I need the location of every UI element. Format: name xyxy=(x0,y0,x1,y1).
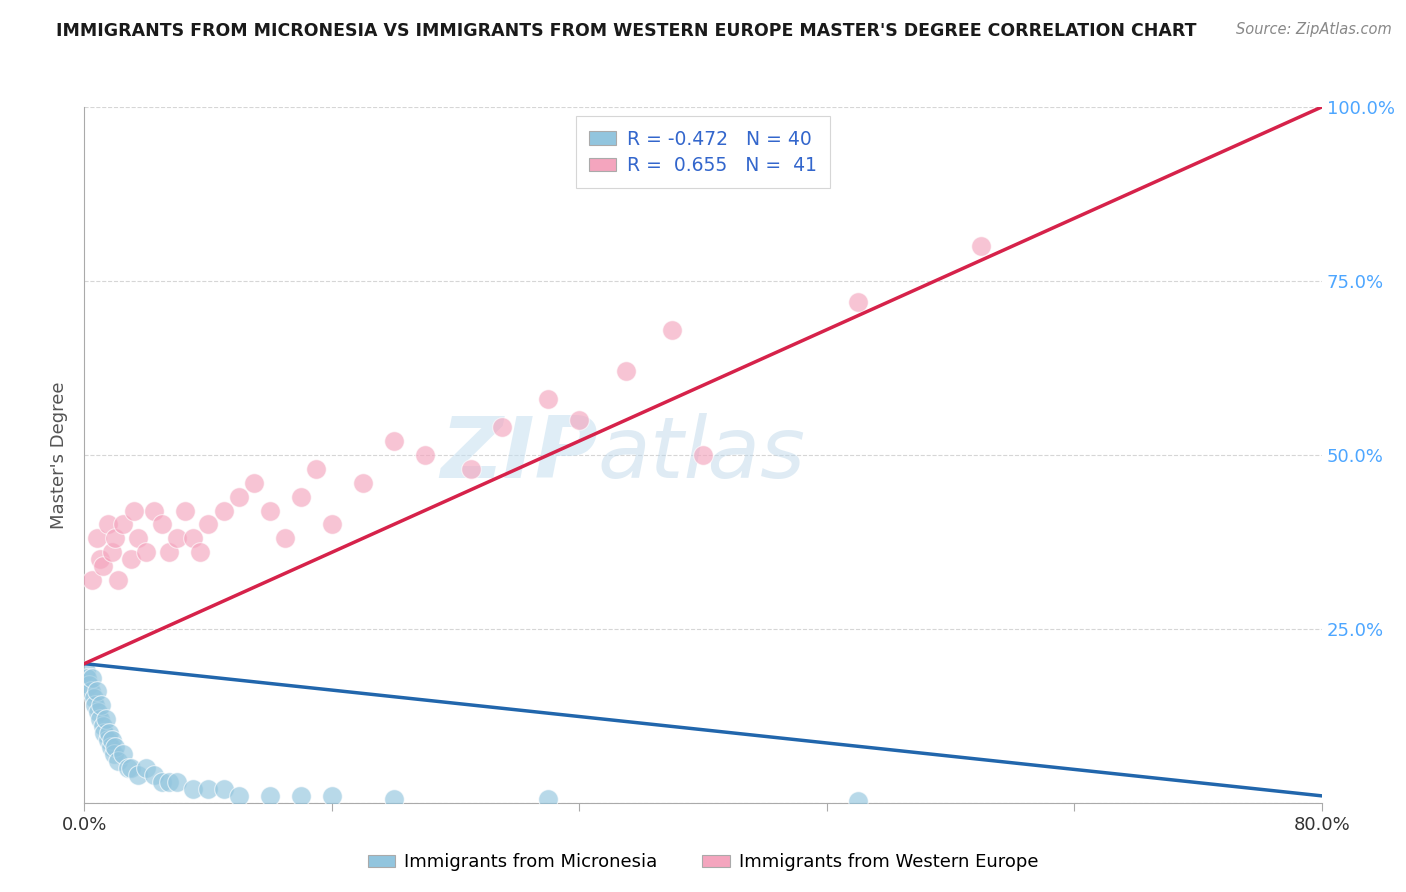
Point xyxy=(228,789,250,803)
Point xyxy=(96,517,118,532)
Point xyxy=(181,532,204,546)
Point xyxy=(181,781,204,796)
Point xyxy=(84,698,107,713)
Point xyxy=(413,448,436,462)
Point xyxy=(290,490,312,504)
Point xyxy=(382,434,405,448)
Point xyxy=(89,552,111,566)
Point xyxy=(93,726,115,740)
Point xyxy=(243,475,266,490)
Point xyxy=(127,768,149,782)
Point xyxy=(103,747,125,761)
Point xyxy=(91,559,114,574)
Point xyxy=(90,698,112,713)
Text: IMMIGRANTS FROM MICRONESIA VS IMMIGRANTS FROM WESTERN EUROPE MASTER'S DEGREE COR: IMMIGRANTS FROM MICRONESIA VS IMMIGRANTS… xyxy=(56,22,1197,40)
Point xyxy=(846,794,869,808)
Point xyxy=(197,781,219,796)
Point xyxy=(491,420,513,434)
Point xyxy=(321,789,343,803)
Point xyxy=(101,733,124,747)
Point xyxy=(568,413,591,427)
Point xyxy=(104,740,127,755)
Point xyxy=(135,545,157,559)
Point xyxy=(159,775,180,789)
Point xyxy=(86,684,108,698)
Point xyxy=(382,792,405,806)
Point xyxy=(460,462,482,476)
Point xyxy=(98,726,121,740)
Point xyxy=(212,781,235,796)
Point xyxy=(212,503,235,517)
Point xyxy=(290,789,312,803)
Point xyxy=(150,517,173,532)
Point xyxy=(75,664,97,678)
Point xyxy=(89,712,111,726)
Text: atlas: atlas xyxy=(598,413,806,497)
Legend: Immigrants from Micronesia, Immigrants from Western Europe: Immigrants from Micronesia, Immigrants f… xyxy=(361,847,1045,879)
Point xyxy=(197,517,219,532)
Point xyxy=(143,503,166,517)
Point xyxy=(352,475,374,490)
Point xyxy=(104,532,127,546)
Point xyxy=(537,792,560,806)
Point xyxy=(150,775,173,789)
Point xyxy=(537,392,560,407)
Point xyxy=(259,789,281,803)
Point xyxy=(143,768,166,782)
Point xyxy=(188,545,212,559)
Point xyxy=(100,740,122,755)
Point xyxy=(76,671,98,685)
Point xyxy=(79,684,101,698)
Point xyxy=(174,503,197,517)
Y-axis label: Master's Degree: Master's Degree xyxy=(49,381,67,529)
Point xyxy=(120,761,142,775)
Text: Source: ZipAtlas.com: Source: ZipAtlas.com xyxy=(1236,22,1392,37)
Point xyxy=(117,761,139,775)
Point xyxy=(112,747,135,761)
Point xyxy=(228,490,250,504)
Point xyxy=(846,294,869,309)
Point xyxy=(94,712,117,726)
Point xyxy=(101,545,124,559)
Point xyxy=(86,532,108,546)
Point xyxy=(127,532,149,546)
Point xyxy=(166,775,188,789)
Point xyxy=(159,545,180,559)
Text: ZIP: ZIP xyxy=(440,413,598,497)
Point xyxy=(120,552,142,566)
Point xyxy=(107,573,129,587)
Legend: R = -0.472   N = 40, R =  0.655   N =  41: R = -0.472 N = 40, R = 0.655 N = 41 xyxy=(576,117,830,188)
Point xyxy=(614,364,637,378)
Point xyxy=(661,323,683,337)
Point xyxy=(82,671,104,685)
Point xyxy=(259,503,281,517)
Point xyxy=(77,677,100,691)
Point xyxy=(305,462,328,476)
Point xyxy=(274,532,297,546)
Point xyxy=(82,573,104,587)
Point xyxy=(91,719,114,733)
Point xyxy=(107,754,129,768)
Point xyxy=(112,517,135,532)
Point xyxy=(122,503,145,517)
Point xyxy=(96,733,118,747)
Point xyxy=(166,532,188,546)
Point xyxy=(321,517,343,532)
Point xyxy=(87,706,110,720)
Point xyxy=(83,691,105,706)
Point xyxy=(692,448,714,462)
Point xyxy=(135,761,157,775)
Point xyxy=(970,239,993,253)
